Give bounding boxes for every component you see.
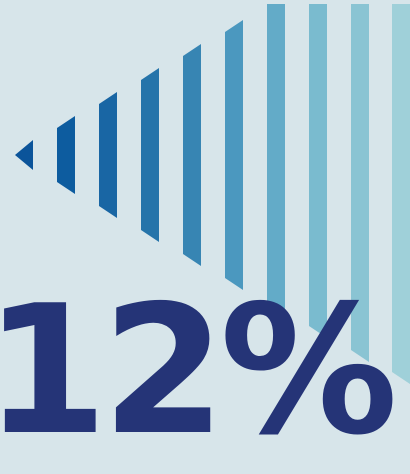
stripe-9 [351, 4, 369, 362]
stripe-2 [57, 116, 75, 194]
stripe-3 [99, 92, 117, 218]
stripe-10 [392, 4, 410, 384]
stripe-4 [141, 68, 159, 242]
stripe-5 [183, 44, 201, 266]
headline-percentage: 12% [0, 267, 398, 474]
stripe-6 [225, 20, 243, 290]
stripe-7 [267, 4, 285, 314]
decorative-stripe-graphic [15, 4, 410, 384]
stripe-1 [15, 140, 33, 170]
stripe-8 [309, 4, 327, 338]
